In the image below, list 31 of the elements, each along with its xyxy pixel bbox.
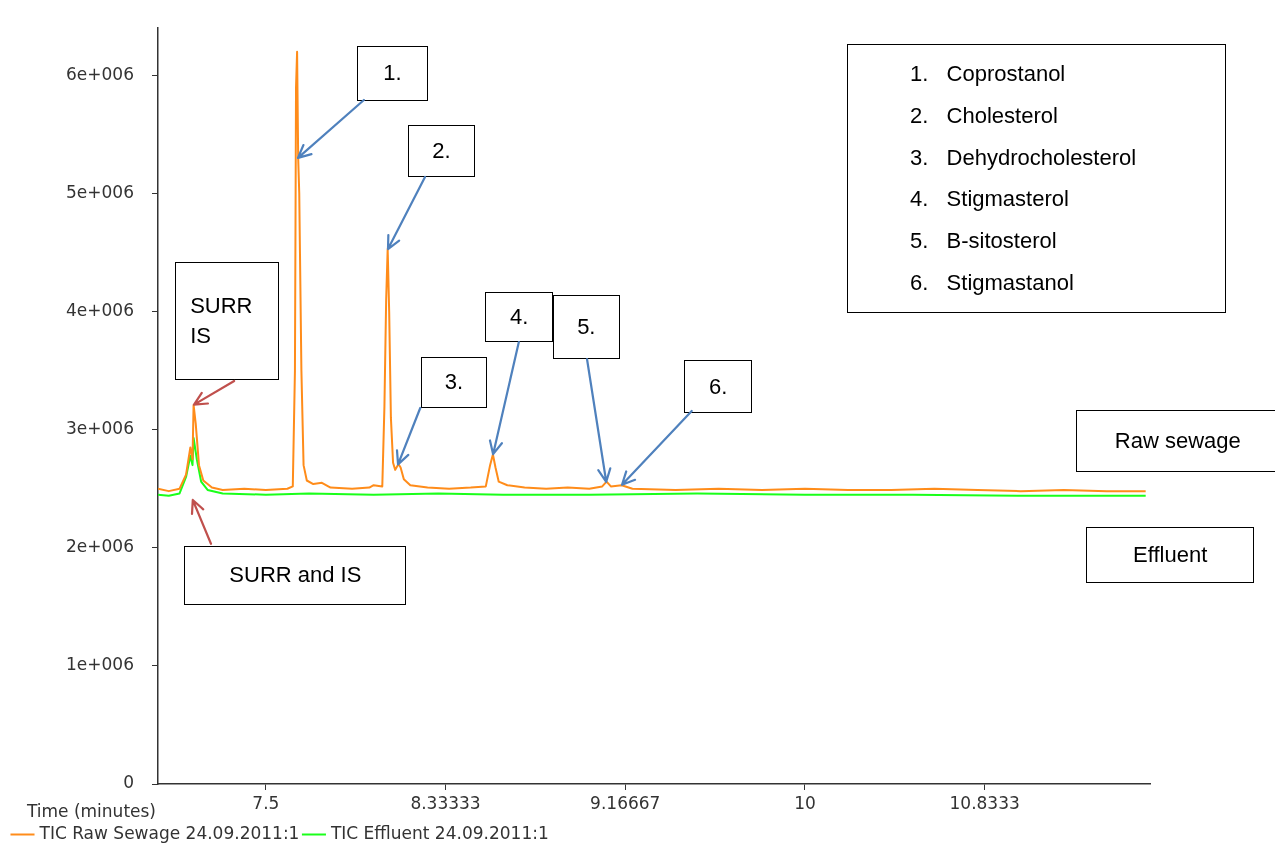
y-tick-label: 2e+006: [66, 536, 134, 557]
annotation: 5. B-sitosterol: [909, 228, 1057, 255]
annotation: Effluent: [1133, 541, 1208, 568]
annotation: 6. Stigmastanol: [909, 270, 1074, 297]
annotation: SURR IS: [190, 291, 253, 350]
annotation: 1. Coprostanol: [909, 60, 1066, 87]
x-tick-label: 9.16667: [590, 792, 661, 813]
annotation: Raw sewage: [1114, 428, 1241, 455]
y-tick-label: 5e+006: [66, 181, 134, 202]
y-tick-label: 3e+006: [66, 418, 134, 439]
annotation: 2.: [432, 138, 451, 165]
annotation: 3. Dehydrocholesterol: [909, 144, 1137, 171]
annotation: 1.: [383, 60, 402, 87]
y-tick-label: 1e+006: [66, 654, 134, 675]
annotation: 5.: [577, 313, 596, 340]
x-tick-label: 8.33333: [410, 792, 481, 813]
x-tick-label: 10: [794, 792, 816, 813]
x-axis-title: Time (minutes): [25, 801, 156, 822]
annotation: 2. Cholesterol: [909, 102, 1058, 129]
legend-label: TIC Raw Sewage 24.09.2011:1: [38, 822, 300, 843]
annotation: 6.: [708, 373, 728, 400]
y-tick-label: 0: [123, 772, 134, 793]
y-tick-label: 4e+006: [66, 300, 134, 321]
annotation: 4.: [509, 304, 529, 331]
annotation: SURR and IS: [229, 562, 362, 589]
y-tick-label: 6e+006: [66, 63, 134, 84]
x-tick-label: 10.8333: [949, 792, 1020, 813]
annotation: 3.: [444, 369, 464, 396]
x-tick-label: 7.5: [252, 792, 280, 813]
legend-label: TIC Effluent 24.09.2011:1: [329, 822, 549, 843]
annotation: 4. Stigmasterol: [909, 186, 1069, 213]
